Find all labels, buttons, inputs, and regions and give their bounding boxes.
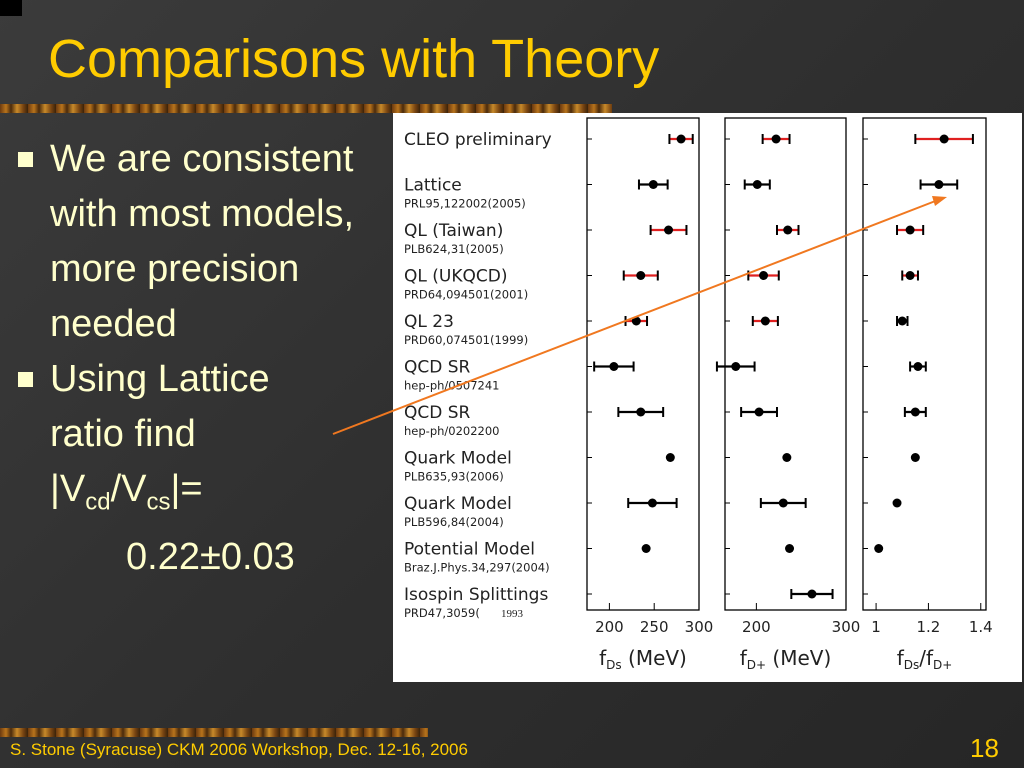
row-label: QCD SR: [404, 403, 471, 423]
x-axis-label: fDs (MeV): [599, 646, 687, 672]
data-point: [892, 498, 902, 508]
data-point: [807, 589, 817, 599]
row-label: Potential Model: [404, 540, 535, 560]
decorative-band-top: [0, 104, 612, 113]
row-reference: PRD60,074501(1999): [404, 333, 528, 347]
row-reference: PLB596,84(2004): [404, 515, 504, 529]
data-point: [648, 180, 658, 189]
row-reference: PRD64,094501(2001): [404, 288, 528, 302]
data-point: [905, 271, 915, 280]
row-reference: PLB624,31(2005): [404, 242, 504, 256]
data-point: [939, 134, 949, 144]
bullet-square-icon: [18, 152, 33, 167]
data-point: [785, 544, 795, 553]
x-tick-label: 1.2: [916, 618, 940, 636]
x-tick-label: 1.4: [969, 618, 993, 636]
bullet-1: We are consistent with most models, more…: [16, 132, 376, 352]
data-point: [636, 271, 646, 280]
data-point: [783, 225, 793, 235]
bullet-2-line1: Using Lattice: [50, 358, 270, 400]
row-reference: PLB635,93(2006): [404, 470, 504, 484]
x-tick-label: 1: [871, 618, 881, 636]
data-point: [910, 407, 920, 417]
x-tick-label: 300: [832, 618, 861, 636]
data-point: [874, 544, 884, 553]
x-tick-label: 250: [640, 618, 669, 636]
row-reference: Braz.J.Phys.34,297(2004): [404, 561, 550, 575]
row-reference: PRL95,122002(2005): [404, 197, 526, 211]
slide-title: Comparisons with Theory: [48, 29, 660, 89]
bullet-2: Using Lattice ratio find |Vcd/Vcs|= 0.22…: [16, 352, 376, 585]
x-tick-label: 300: [685, 618, 714, 636]
row-label: QL (Taiwan): [404, 221, 503, 241]
row-reference: PRD47,3059(: [404, 606, 480, 620]
data-point: [782, 453, 792, 462]
row-reference-extra: 1993: [501, 608, 524, 620]
data-point: [641, 544, 651, 553]
page-number: 18: [970, 733, 999, 763]
x-tick-label: 200: [742, 618, 771, 636]
data-point: [910, 453, 920, 462]
data-point: [609, 362, 619, 371]
row-reference: hep-ph/0507241: [404, 379, 500, 393]
x-tick-label: 200: [595, 618, 624, 636]
corner-block: [0, 0, 22, 16]
bullet-1-text: We are consistent with most models, more…: [50, 138, 355, 345]
decorative-band-bottom: [0, 728, 428, 737]
x-axis-label: fDs/fD+: [897, 646, 953, 672]
data-point: [771, 134, 781, 144]
row-label: QL (UKQCD): [404, 267, 507, 287]
ckm-ratio-value: 0.22±0.03: [126, 535, 295, 578]
row-label: CLEO preliminary: [404, 130, 552, 150]
row-label: Lattice: [404, 176, 462, 196]
bullet-square-icon: [18, 372, 33, 387]
data-point: [631, 316, 641, 326]
row-label: QCD SR: [404, 358, 471, 378]
data-point: [676, 134, 686, 144]
chart-svg: CLEO preliminary LatticePRL95,122002(2005…: [404, 117, 993, 672]
row-label: Quark Model: [404, 494, 512, 514]
footer-text: S. Stone (Syracuse) CKM 2006 Workshop, D…: [10, 740, 468, 759]
data-point: [913, 362, 923, 371]
data-point: [731, 362, 741, 371]
bullet-2-line2: ratio find: [50, 413, 196, 455]
data-point: [664, 225, 674, 235]
data-point: [897, 316, 907, 326]
data-point: [905, 225, 915, 235]
ckm-ratio: |Vcd/Vcs|=: [50, 468, 203, 516]
panel-frame: [586, 117, 700, 611]
data-point: [934, 180, 944, 189]
panel-frame: [724, 117, 847, 611]
bullet-list: We are consistent with most models, more…: [16, 132, 376, 585]
data-point: [647, 498, 657, 508]
data-point: [752, 180, 762, 189]
row-reference: hep-ph/0202200: [404, 424, 500, 438]
data-point: [778, 498, 788, 508]
row-label: QL 23: [404, 312, 454, 332]
data-point: [760, 316, 770, 326]
data-point: [754, 407, 764, 417]
data-point: [759, 271, 769, 280]
data-point: [636, 407, 646, 417]
panel-frame: [862, 117, 987, 611]
data-point: [665, 453, 675, 462]
x-axis-label: fD+ (MeV): [740, 646, 832, 672]
row-label: Isospin Splittings: [404, 585, 548, 605]
row-label: Quark Model: [404, 449, 512, 469]
